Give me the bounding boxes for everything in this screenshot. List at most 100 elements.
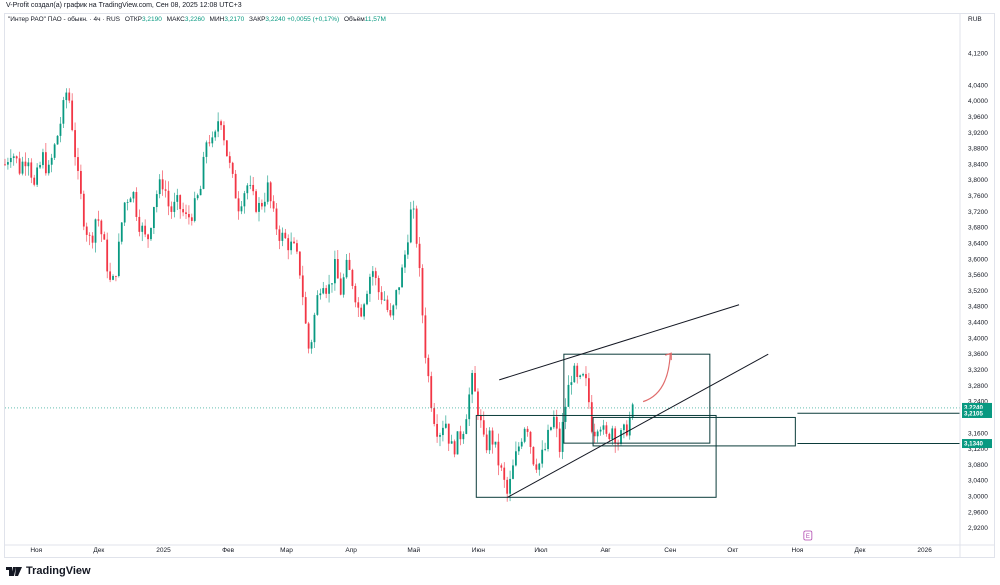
rectangle-drawing[interactable] — [592, 416, 796, 447]
trendline-drawing[interactable] — [499, 304, 740, 381]
candle-body — [164, 189, 167, 191]
candle-body — [202, 156, 205, 189]
tradingview-logo[interactable]: TradingView — [6, 565, 91, 577]
open-value: 3,2190 — [141, 16, 162, 23]
rectangle-drawing[interactable] — [563, 353, 711, 444]
y-tick-label: 4,0400 — [968, 82, 988, 89]
candle-body — [404, 254, 406, 268]
y-tick-label: 3,0400 — [968, 478, 988, 485]
tradingview-logo-icon — [6, 566, 22, 576]
candle-body — [506, 479, 509, 494]
candle-body — [82, 193, 85, 227]
x-tick-label: Мар — [280, 547, 293, 554]
candle-body — [220, 121, 222, 126]
candle-body — [608, 433, 611, 440]
candle-body — [409, 209, 412, 243]
candle-body — [579, 375, 582, 378]
candle-body — [106, 239, 109, 272]
candle-body — [550, 427, 552, 430]
y-tick-label: 3,4800 — [968, 304, 988, 311]
candle-body — [582, 374, 584, 376]
price-label-box — [962, 439, 992, 449]
chart-area[interactable] — [4, 13, 995, 558]
candle-body — [587, 378, 590, 403]
candle-body — [590, 402, 593, 432]
candle-body — [532, 446, 535, 465]
candle-body — [150, 228, 152, 240]
earnings-event-marker[interactable] — [803, 530, 813, 541]
candle-body — [266, 182, 269, 202]
candle-body — [328, 284, 330, 294]
candle-body — [132, 192, 135, 199]
candle-body — [398, 287, 401, 291]
x-tick-label: Ноя — [30, 547, 42, 554]
rectangle-drawing[interactable] — [475, 414, 717, 498]
candle-body — [115, 275, 117, 277]
candle-body — [520, 441, 523, 447]
candle-body — [147, 234, 149, 240]
candle-body — [529, 431, 532, 447]
candle-body — [360, 307, 363, 317]
candle-body — [281, 232, 284, 241]
volume-label: Объём — [343, 16, 365, 23]
candle-body — [351, 269, 354, 286]
candle-body — [252, 184, 255, 192]
candle-body — [465, 419, 468, 434]
candle-body — [217, 121, 220, 132]
candle-body — [109, 271, 112, 280]
candle-body — [456, 431, 459, 455]
y-tick-label: 3,5200 — [968, 288, 988, 295]
candle-body — [211, 137, 214, 144]
candle-body — [287, 238, 290, 251]
candle-body — [555, 416, 558, 429]
y-tick-label: 2,9600 — [968, 509, 988, 516]
candle-body — [135, 192, 138, 217]
price-axis: RUB 4,1200 4,0400 4,0000 3,9600 3,9200 3,8800 3… — [959, 14, 992, 557]
candle-body — [190, 217, 193, 221]
candle-body — [205, 142, 208, 157]
candle-body — [36, 167, 39, 185]
candle-body — [567, 384, 570, 407]
candle-body — [237, 198, 240, 212]
candle-body — [526, 428, 529, 432]
candle-body — [50, 157, 53, 165]
earnings-event-label: E — [806, 534, 810, 540]
candle-body — [167, 190, 170, 207]
symbol-name[interactable]: "Интер РАО" ПАО - обыкн. · 4ч · RUS — [8, 16, 120, 23]
candle-body — [47, 164, 50, 174]
candle-body — [620, 430, 622, 444]
candle-body — [152, 207, 155, 229]
price-label-value: 3,1340 — [964, 441, 983, 448]
candle-body — [249, 184, 252, 186]
y-tick-label: 3,0000 — [968, 494, 988, 501]
candle-body — [4, 164, 6, 166]
candle-body — [421, 268, 424, 316]
candle-body — [547, 429, 549, 450]
candle-body — [614, 428, 617, 444]
candle-body — [313, 314, 316, 343]
arrow-drawing[interactable] — [642, 354, 671, 403]
candle-body — [576, 365, 579, 378]
candle-body — [120, 222, 123, 242]
candle-body — [377, 278, 380, 293]
candle-body — [459, 431, 462, 440]
candle-body — [223, 125, 225, 141]
candle-body — [97, 219, 100, 221]
candle-body — [33, 177, 36, 185]
trendline-drawing[interactable] — [507, 353, 769, 498]
y-tick-label: 2,9200 — [968, 525, 988, 532]
candle-body — [485, 434, 488, 451]
price-label-box — [962, 408, 992, 418]
candle-body — [471, 372, 474, 395]
candle-body — [296, 243, 298, 252]
candle-body — [261, 202, 263, 207]
candle-body — [585, 374, 587, 379]
high-label: МАКС — [166, 16, 185, 23]
candle-body — [503, 467, 506, 480]
x-tick-label: 2026 — [917, 547, 932, 554]
y-tick-label: 3,7600 — [968, 193, 988, 200]
candle-body — [401, 267, 403, 288]
candle-body — [94, 219, 97, 243]
candle-body — [182, 209, 184, 213]
